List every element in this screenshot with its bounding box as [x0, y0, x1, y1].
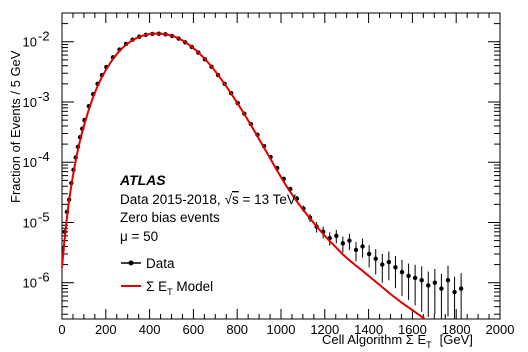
x-tick-label: 1200	[310, 322, 339, 337]
x-axis-label-main: Cell Algorithm Σ E	[322, 332, 426, 347]
data-point	[360, 244, 365, 249]
data-point	[399, 269, 405, 275]
data-point	[373, 256, 378, 261]
selection-label: Zero bias events	[120, 210, 220, 225]
data-point	[426, 283, 431, 288]
y-tick-label: 10	[23, 276, 37, 291]
data-point	[393, 265, 398, 270]
x-axis-label-unit: [GeV]	[440, 332, 473, 347]
y-tick-base: 10	[23, 35, 37, 50]
model-series	[62, 32, 427, 319]
legend-data-marker	[128, 260, 134, 266]
y-tick-label: 10	[23, 35, 37, 50]
legend-model-label: Σ ET Model	[146, 279, 213, 297]
data-point	[386, 259, 392, 265]
axis-ticks	[61, 12, 501, 319]
data-point	[353, 247, 359, 253]
data-point	[458, 286, 464, 291]
data-point	[412, 275, 418, 281]
atlas-label: ATLAS	[119, 172, 166, 188]
y-tick-base: 10	[23, 95, 37, 110]
x-tick-labels: 0 200 400 600 800 1000 1200 1400 1600 1800 2000	[58, 322, 514, 337]
legend-model-sub: T	[167, 287, 173, 297]
data-point	[445, 278, 451, 283]
data-point	[380, 262, 385, 267]
x-tick-label: 800	[226, 322, 248, 337]
x-tick-label: 1600	[398, 322, 427, 337]
data-point	[406, 273, 411, 279]
data-point	[432, 280, 438, 285]
x-tick-label: 600	[183, 322, 205, 337]
y-tick-base: 10	[23, 215, 37, 230]
data-point	[340, 241, 346, 246]
y-tick-labels: 10-610-510-410-310-2	[23, 29, 50, 291]
sqrt-symbol: √	[225, 192, 233, 207]
y-tick-exponent: -2	[38, 29, 50, 44]
dataset-label-text: Data 2015-2018,	[120, 192, 221, 207]
legend-data-label: Data	[146, 256, 175, 271]
x-tick-label: 1000	[267, 322, 296, 337]
y-tick-label: 10	[23, 155, 37, 170]
legend: Data Σ ET Model	[121, 256, 213, 297]
y-axis-label: Fraction of Events / 5 GeV	[8, 50, 23, 203]
plot-frame	[61, 12, 501, 320]
x-tick-label: 200	[95, 322, 117, 337]
data-point	[347, 238, 352, 243]
x-axis-label: Cell Algorithm Σ ET [GeV]	[322, 332, 473, 350]
data-point	[439, 286, 444, 291]
legend-model-suffix: Model	[173, 279, 214, 294]
pileup-label: μ = 50	[120, 229, 158, 244]
energy-label: = 13 TeV	[239, 192, 296, 207]
y-tick-base: 10	[23, 155, 37, 170]
data-point	[366, 251, 372, 257]
legend-model-name: Σ E	[146, 279, 167, 294]
x-tick-label: 1800	[442, 322, 471, 337]
x-tick-label: 400	[139, 322, 161, 337]
x-tick-label: 2000	[486, 322, 515, 337]
x-tick-label: 0	[58, 322, 65, 337]
model-line	[62, 32, 427, 319]
y-tick-exponent: -5	[38, 209, 50, 224]
data-point	[419, 278, 424, 283]
x-axis-label-sub: T	[426, 340, 432, 350]
y-tick-exponent: -4	[38, 149, 50, 164]
data-point	[452, 289, 457, 295]
y-tick-label: 10	[23, 215, 37, 230]
sqrt-s-letter: s	[232, 192, 239, 207]
dataset-label: Data 2015-2018, √s = 13 TeV	[120, 192, 296, 207]
y-tick-exponent: -6	[38, 270, 50, 285]
y-tick-label: 10	[23, 95, 37, 110]
x-tick-label: 1400	[354, 322, 383, 337]
y-tick-exponent: -3	[38, 89, 50, 104]
data-point	[334, 233, 339, 239]
y-tick-base: 10	[23, 276, 37, 291]
